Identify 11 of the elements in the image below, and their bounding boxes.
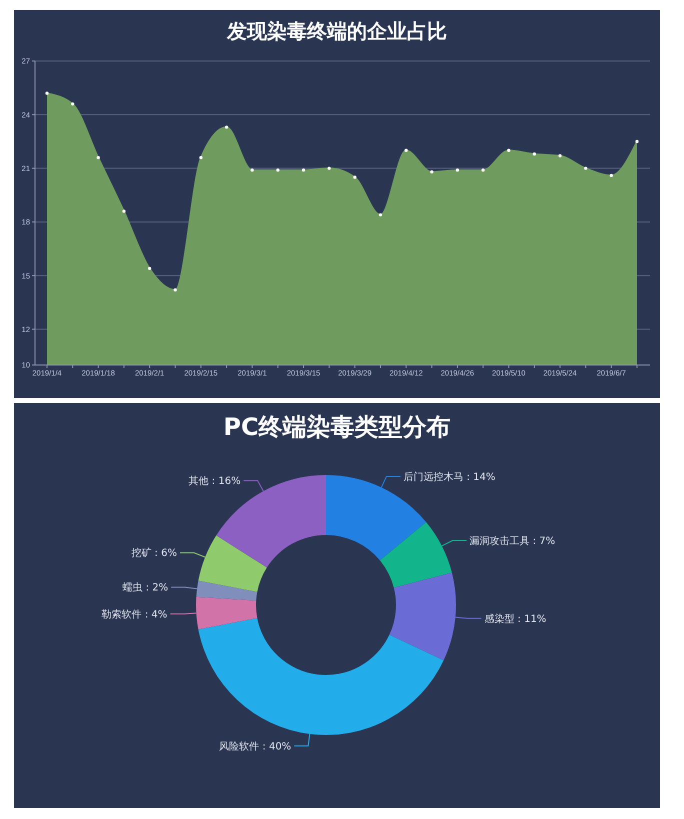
donut-slice bbox=[216, 475, 326, 568]
slice-label: 其他 : 16% bbox=[188, 475, 241, 488]
chart-title: 发现染毒终端的企业占比 bbox=[226, 19, 448, 43]
slice-label: 感染型 : 11% bbox=[484, 612, 546, 625]
slice-label: 漏洞攻击工具 : 7% bbox=[470, 535, 556, 548]
slice-label: 勒索软件 : 4% bbox=[102, 608, 168, 620]
slice-label: 后门远控木马 : 14% bbox=[403, 471, 496, 484]
slice-label: 风险软件 : 40% bbox=[219, 740, 292, 752]
slice-label: 蠕虫 : 2% bbox=[122, 582, 168, 594]
chart-title: PC终端染毒类型分布 bbox=[222, 413, 452, 442]
slice-label: 挖矿 : 6% bbox=[131, 547, 177, 560]
